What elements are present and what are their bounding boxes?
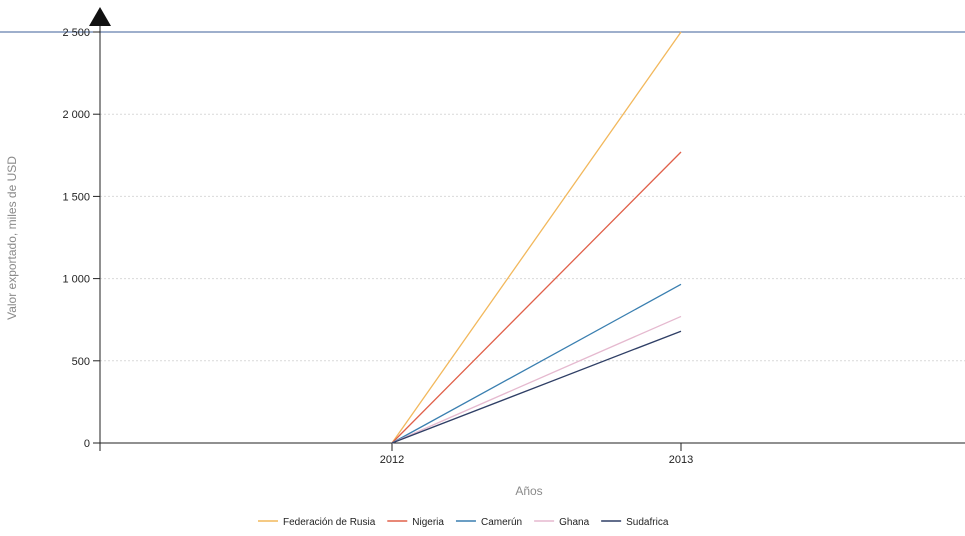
legend-label: Camerún [481,517,522,528]
y-tick-label: 2 500 [62,27,90,39]
y-axis-ticks: 0 500 1 000 1 500 2 000 2 500 [62,27,100,450]
y-tick-label: 1 000 [62,274,90,286]
series-line [391,151,682,444]
legend-label: Nigeria [412,517,444,528]
y-tick-label: 500 [72,356,90,368]
series-line [391,315,682,444]
grid-lines [100,113,965,362]
y-tick-label: 0 [84,438,90,450]
legend-label: Sudafrica [626,517,669,528]
legend-label: Ghana [559,517,589,528]
series-line [391,283,682,444]
x-tick-label: 2012 [380,454,404,466]
y-tick-label: 2 000 [62,109,90,121]
legend: Federación de Rusia Nigeria Camerún Ghana Su… [258,517,669,528]
series-line [391,330,682,444]
x-tick-label: 2013 [669,454,693,466]
series-lines [391,31,682,444]
legend-label: Federación de Rusia [283,517,376,528]
y-axis-arrow-icon [89,7,111,26]
series-line [391,31,682,444]
y-axis-title: Valor exportado, miles de USD [5,156,19,320]
x-axis-title: Años [515,484,542,498]
x-axis-ticks: 2012 2013 [380,443,693,466]
y-tick-label: 1 500 [62,191,90,203]
